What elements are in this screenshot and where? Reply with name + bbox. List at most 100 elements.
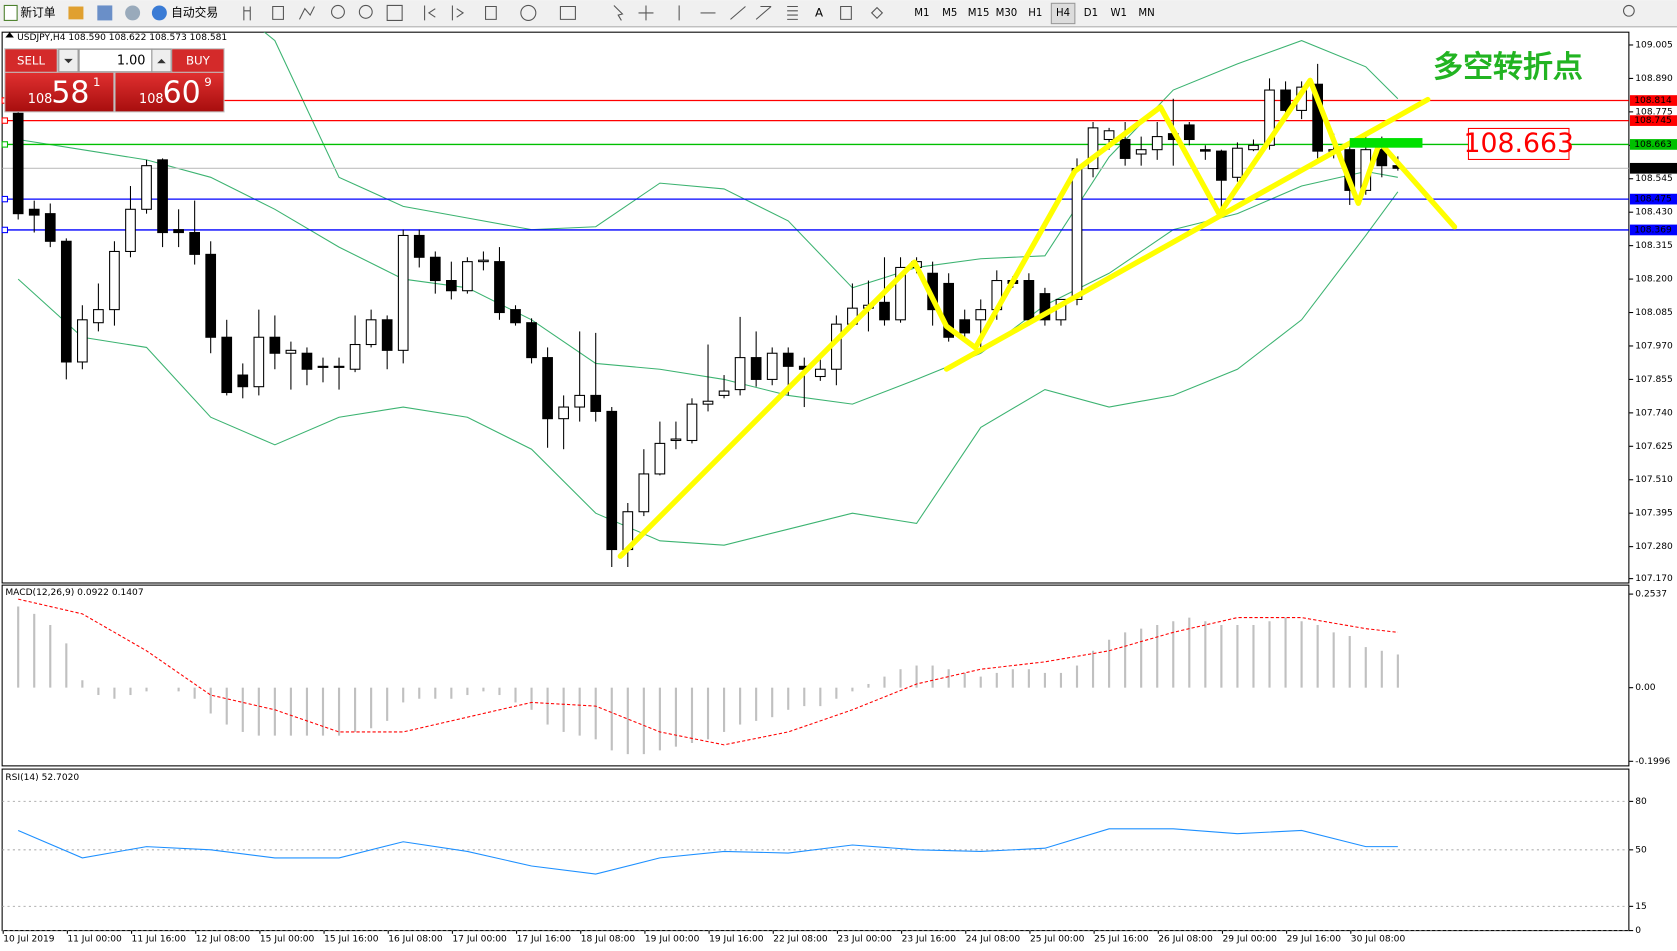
icon[interactable] [358, 4, 373, 19]
x-tick-label: 16 Jul 08:00 [388, 935, 443, 945]
candle-body [686, 403, 698, 442]
timeframe[interactable]: D1 [1084, 8, 1098, 19]
candle-body [462, 261, 473, 292]
y-tick-label: 50 [1635, 845, 1647, 855]
y-tick-label: 0.00 [1635, 683, 1655, 693]
icon[interactable] [485, 5, 497, 20]
y-tick-label: 0 [1635, 926, 1641, 936]
candle-body [606, 410, 618, 551]
main-pane [1, 31, 1630, 584]
timeframe[interactable]: M15 [968, 8, 990, 19]
candle-body [574, 394, 586, 408]
candle-body [381, 319, 393, 351]
icon[interactable] [638, 5, 654, 21]
bid-label-bg [1629, 162, 1677, 174]
candle-body [1248, 144, 1259, 151]
candle-body [413, 234, 425, 258]
marker-bar [1349, 138, 1423, 148]
icon[interactable] [755, 5, 772, 20]
sell-price[interactable]: 108 58 1 [5, 72, 114, 112]
icon [3, 4, 18, 21]
level-marker [1, 226, 9, 234]
annotation: 多空转折点 [1433, 50, 1583, 85]
buy-button[interactable]: BUY [172, 49, 224, 72]
candle-body [959, 319, 971, 334]
chart-title: USDJPY,H4 108.590 108.622 108.573 108.58… [17, 33, 227, 43]
timeframe[interactable]: H4 [1056, 8, 1070, 19]
icon[interactable] [840, 5, 852, 20]
level-label-bg [1629, 115, 1677, 126]
icon[interactable] [272, 5, 284, 20]
y-tick-label: 107.395 [1635, 509, 1673, 519]
candle-body [558, 406, 569, 420]
candle-body [654, 442, 666, 475]
main-plot [2, 32, 1629, 567]
price-point: 1 [93, 75, 100, 89]
candle-body [333, 365, 345, 368]
x-tick-label: 23 Jul 16:00 [902, 935, 957, 945]
trade-panel: SELL 1.00 BUY 108 58 1 108 60 9 [4, 48, 225, 113]
candle-body [1103, 130, 1115, 141]
candle-body [1264, 89, 1275, 146]
icon[interactable] [520, 4, 537, 21]
candle-body [269, 336, 281, 354]
icon[interactable] [97, 5, 113, 21]
icon[interactable] [386, 4, 403, 21]
candle-body [365, 319, 377, 346]
icon[interactable] [787, 5, 798, 20]
icon[interactable] [243, 6, 251, 21]
x-tick-label: 11 Jul 00:00 [67, 935, 122, 945]
icon[interactable] [331, 4, 345, 19]
toolbar [0, 0, 1677, 27]
icon[interactable] [559, 5, 576, 20]
trend-line [943, 96, 1431, 372]
timeframe[interactable]: MN [1138, 8, 1154, 19]
icon[interactable] [613, 5, 624, 21]
price-box [5, 72, 114, 112]
candle-body [526, 322, 537, 359]
candle-body [1232, 147, 1243, 178]
candle-body [189, 232, 200, 255]
candle-body [349, 343, 361, 370]
level-marker [1, 117, 9, 124]
candle-body [60, 240, 72, 363]
timeframe[interactable]: W1 [1110, 8, 1127, 19]
candle-body [317, 365, 329, 368]
timeframe[interactable]: M1 [914, 8, 929, 19]
y-tick-label: 108.430 [1635, 208, 1673, 218]
axes: 109.005108.890108.775108.660108.545108.4… [1, 40, 1677, 945]
marked-price: 108.663 [1463, 128, 1574, 159]
candle-body [93, 309, 104, 324]
timeframe[interactable]: M30 [996, 8, 1018, 19]
icon[interactable] [125, 5, 141, 21]
icon[interactable] [730, 6, 746, 20]
sell-button[interactable]: SELL [5, 49, 57, 72]
zigzag-line [617, 77, 1458, 559]
new-order-button[interactable]: 新订单 [3, 4, 56, 21]
candle-body [141, 165, 152, 210]
buy-price[interactable]: 108 60 9 [115, 72, 224, 112]
timeframe[interactable]: H1 [1028, 8, 1042, 19]
y-tick-label: 80 [1635, 797, 1647, 807]
icon[interactable] [424, 5, 436, 21]
icon[interactable] [451, 5, 465, 21]
x-tick-label: 29 Jul 16:00 [1287, 935, 1342, 945]
band-lower [17, 191, 1399, 546]
icon [157, 58, 166, 64]
icon[interactable] [298, 6, 315, 20]
price-big: 108 [28, 92, 52, 107]
icon [64, 58, 73, 64]
auto-trading-button[interactable]: 自动交易 [151, 5, 218, 21]
level-marker [1, 141, 9, 148]
level-label-bg [1629, 193, 1677, 205]
candle-body [125, 208, 136, 252]
bid-label: 108.581 [1634, 164, 1672, 174]
x-tick-label: 23 Jul 00:00 [837, 935, 892, 945]
icon[interactable] [870, 6, 884, 20]
icon[interactable] [68, 6, 84, 20]
text-tool[interactable]: A [815, 5, 823, 19]
timeframe[interactable]: M5 [942, 8, 957, 19]
signal-line [18, 598, 1398, 746]
icon[interactable] [1622, 4, 1635, 17]
